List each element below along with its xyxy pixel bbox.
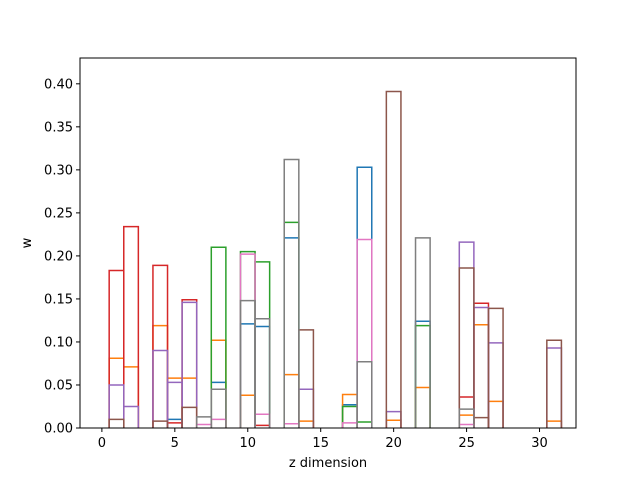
bar (166, 422, 183, 428)
y-tick-label: 0.20 (44, 249, 73, 264)
bar (341, 405, 358, 428)
bar (152, 264, 169, 428)
bar (487, 400, 504, 428)
bar (239, 323, 256, 428)
bar (473, 302, 490, 428)
y-axis-label: w (20, 237, 35, 248)
bars-layer (108, 90, 563, 428)
y-tick-label: 0.10 (44, 335, 73, 350)
bar (356, 360, 373, 428)
bar (458, 396, 475, 428)
series-7 (195, 158, 475, 428)
bar (152, 420, 169, 428)
bar (210, 339, 227, 428)
bar (473, 416, 490, 428)
bar (254, 261, 271, 428)
y-tick-label: 0.00 (44, 422, 73, 437)
bar (414, 320, 431, 428)
x-tick-label: 0 (98, 436, 106, 451)
bar (473, 306, 490, 428)
bar (458, 423, 475, 428)
x-tick-label: 20 (385, 436, 402, 451)
y-tick-label: 0.40 (44, 77, 73, 92)
bar (414, 324, 431, 428)
bar (181, 301, 198, 428)
bar (458, 241, 475, 428)
bar (385, 419, 402, 428)
bar (473, 323, 490, 428)
bar (298, 388, 315, 428)
y-tick-label: 0.15 (44, 292, 73, 307)
bar (108, 357, 125, 428)
plot-frame (79, 57, 577, 429)
bar (181, 377, 198, 428)
bar (123, 366, 140, 428)
bar (195, 416, 213, 428)
bar (283, 373, 300, 428)
bar (239, 299, 256, 428)
bar (356, 421, 373, 428)
bar (239, 250, 256, 428)
bar (123, 405, 140, 428)
bar (298, 329, 315, 428)
bar (341, 422, 358, 428)
bar (487, 307, 504, 428)
bar (283, 237, 300, 428)
bar (152, 349, 169, 428)
bar (414, 237, 431, 428)
bar (123, 225, 140, 428)
bar (283, 422, 300, 428)
y-tick-label: 0.35 (44, 120, 73, 135)
bar (458, 267, 475, 428)
bar (152, 324, 169, 428)
x-tick-label: 10 (239, 436, 256, 451)
bar (283, 221, 300, 428)
bar (195, 423, 213, 428)
bar (239, 394, 256, 428)
x-tick-label: 30 (531, 436, 548, 451)
y-tick-label: 0.30 (44, 163, 73, 178)
bar (166, 418, 183, 428)
x-axis-ticks: 0 5 10 15 20 25 30 (98, 428, 548, 451)
bar (181, 406, 198, 428)
bar (108, 418, 125, 428)
y-tick-label: 0.25 (44, 206, 73, 221)
x-tick-label: 15 (312, 436, 329, 451)
bar (254, 317, 271, 428)
bar (458, 408, 475, 428)
bar (487, 342, 504, 428)
series-1 (108, 323, 563, 428)
bar (166, 381, 183, 428)
bar (341, 404, 358, 428)
bar (458, 414, 475, 428)
bar (356, 238, 373, 428)
y-tick-label: 0.05 (44, 378, 73, 393)
bar (210, 388, 227, 428)
bar (210, 418, 227, 428)
series-2 (210, 221, 431, 428)
bar (298, 420, 315, 428)
bar (546, 347, 563, 428)
bar (546, 420, 563, 428)
bar (356, 166, 373, 428)
bar (283, 158, 300, 428)
bar (181, 299, 198, 428)
bar (414, 386, 431, 428)
x-tick-label: 25 (458, 436, 475, 451)
bar (546, 339, 563, 428)
bar (166, 377, 183, 428)
bar (239, 253, 256, 428)
x-tick-label: 5 (171, 436, 179, 451)
bar (108, 269, 125, 428)
y-axis-ticks: 0.00 0.05 0.10 0.15 0.20 0.25 0.30 0.35 0.40 (44, 77, 80, 437)
bar (385, 90, 402, 428)
bar (108, 384, 125, 428)
bar (254, 325, 271, 428)
series-6 (195, 238, 475, 428)
series-4 (108, 241, 563, 428)
x-axis-label: z dimension (289, 456, 367, 471)
bar (210, 246, 227, 428)
